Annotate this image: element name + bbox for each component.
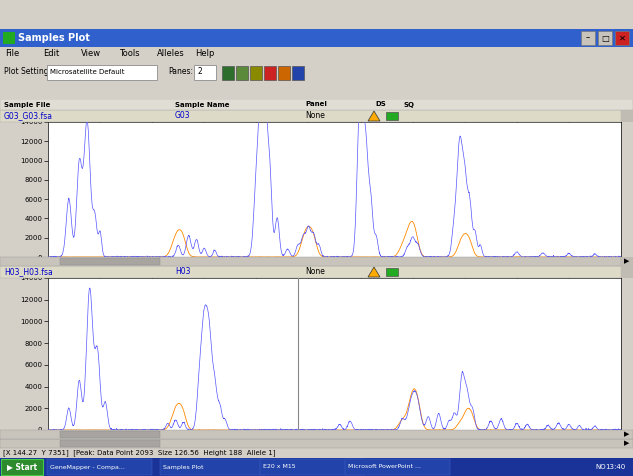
FancyBboxPatch shape <box>0 458 633 476</box>
Text: Microsoft PowerPoint ...: Microsoft PowerPoint ... <box>348 465 421 469</box>
Text: Alleles: Alleles <box>157 50 185 59</box>
FancyBboxPatch shape <box>0 99 633 110</box>
FancyBboxPatch shape <box>60 440 160 447</box>
Text: SQ: SQ <box>403 101 414 108</box>
Text: None: None <box>305 268 325 277</box>
FancyBboxPatch shape <box>194 65 216 80</box>
Text: ▶: ▶ <box>624 440 629 446</box>
FancyBboxPatch shape <box>264 66 276 80</box>
FancyBboxPatch shape <box>47 65 157 80</box>
FancyBboxPatch shape <box>581 31 595 45</box>
Polygon shape <box>368 267 380 277</box>
FancyBboxPatch shape <box>0 257 621 266</box>
Text: DS: DS <box>375 101 385 108</box>
Text: [X 144.27  Y 7351]  [Peak: Data Point 2093  Size 126.56  Height 188  Allele 1]: [X 144.27 Y 7351] [Peak: Data Point 2093… <box>3 450 275 456</box>
Text: 2: 2 <box>197 68 202 77</box>
Text: Samples Plot: Samples Plot <box>18 33 90 43</box>
FancyBboxPatch shape <box>0 110 621 122</box>
FancyBboxPatch shape <box>0 430 633 439</box>
Polygon shape <box>368 111 380 121</box>
FancyBboxPatch shape <box>0 448 633 458</box>
Text: ▶: ▶ <box>624 432 629 437</box>
Text: Edit: Edit <box>43 50 60 59</box>
Text: File: File <box>5 50 19 59</box>
FancyBboxPatch shape <box>621 266 633 278</box>
FancyBboxPatch shape <box>60 258 160 265</box>
Text: ▶ Start: ▶ Start <box>7 463 37 472</box>
FancyBboxPatch shape <box>0 47 633 61</box>
FancyBboxPatch shape <box>621 257 633 266</box>
FancyBboxPatch shape <box>3 32 15 44</box>
Text: Panes:: Panes: <box>168 68 193 77</box>
FancyBboxPatch shape <box>60 431 160 438</box>
FancyBboxPatch shape <box>0 29 633 47</box>
FancyBboxPatch shape <box>621 110 633 122</box>
Text: Plot Setting:: Plot Setting: <box>4 68 51 77</box>
FancyBboxPatch shape <box>0 61 633 83</box>
Text: Sample File: Sample File <box>4 101 51 108</box>
FancyBboxPatch shape <box>345 459 450 475</box>
Text: Samples Plot: Samples Plot <box>163 465 203 469</box>
FancyBboxPatch shape <box>278 66 290 80</box>
Text: Microsatellite Default: Microsatellite Default <box>50 69 125 75</box>
FancyBboxPatch shape <box>386 268 398 276</box>
Text: None: None <box>305 111 325 120</box>
Text: H03: H03 <box>175 268 191 277</box>
Text: View: View <box>81 50 101 59</box>
Text: H03_H03.fsa: H03_H03.fsa <box>4 268 53 277</box>
Text: G03_G03.fsa: G03_G03.fsa <box>4 111 53 120</box>
FancyBboxPatch shape <box>0 439 633 448</box>
Text: E20 x M15: E20 x M15 <box>263 465 296 469</box>
FancyBboxPatch shape <box>598 31 612 45</box>
FancyBboxPatch shape <box>292 66 304 80</box>
Text: Sample Name: Sample Name <box>175 101 230 108</box>
FancyBboxPatch shape <box>615 31 629 45</box>
FancyBboxPatch shape <box>0 83 633 99</box>
Text: 13:40: 13:40 <box>605 464 625 470</box>
FancyBboxPatch shape <box>250 66 262 80</box>
Text: ▶: ▶ <box>624 258 629 265</box>
Text: ✕: ✕ <box>618 33 625 42</box>
FancyBboxPatch shape <box>386 112 398 120</box>
Text: NO: NO <box>595 464 606 470</box>
FancyBboxPatch shape <box>260 459 365 475</box>
Text: Panel: Panel <box>305 101 327 108</box>
FancyBboxPatch shape <box>222 66 234 80</box>
Text: Tools: Tools <box>119 50 140 59</box>
Text: Help: Help <box>195 50 215 59</box>
Text: –: – <box>586 33 590 42</box>
FancyBboxPatch shape <box>0 266 621 278</box>
FancyBboxPatch shape <box>47 459 152 475</box>
Text: □: □ <box>601 33 609 42</box>
FancyBboxPatch shape <box>236 66 248 80</box>
FancyBboxPatch shape <box>160 459 265 475</box>
FancyBboxPatch shape <box>1 459 43 475</box>
Text: GeneMapper - Compa...: GeneMapper - Compa... <box>50 465 125 469</box>
Text: G03: G03 <box>175 111 191 120</box>
